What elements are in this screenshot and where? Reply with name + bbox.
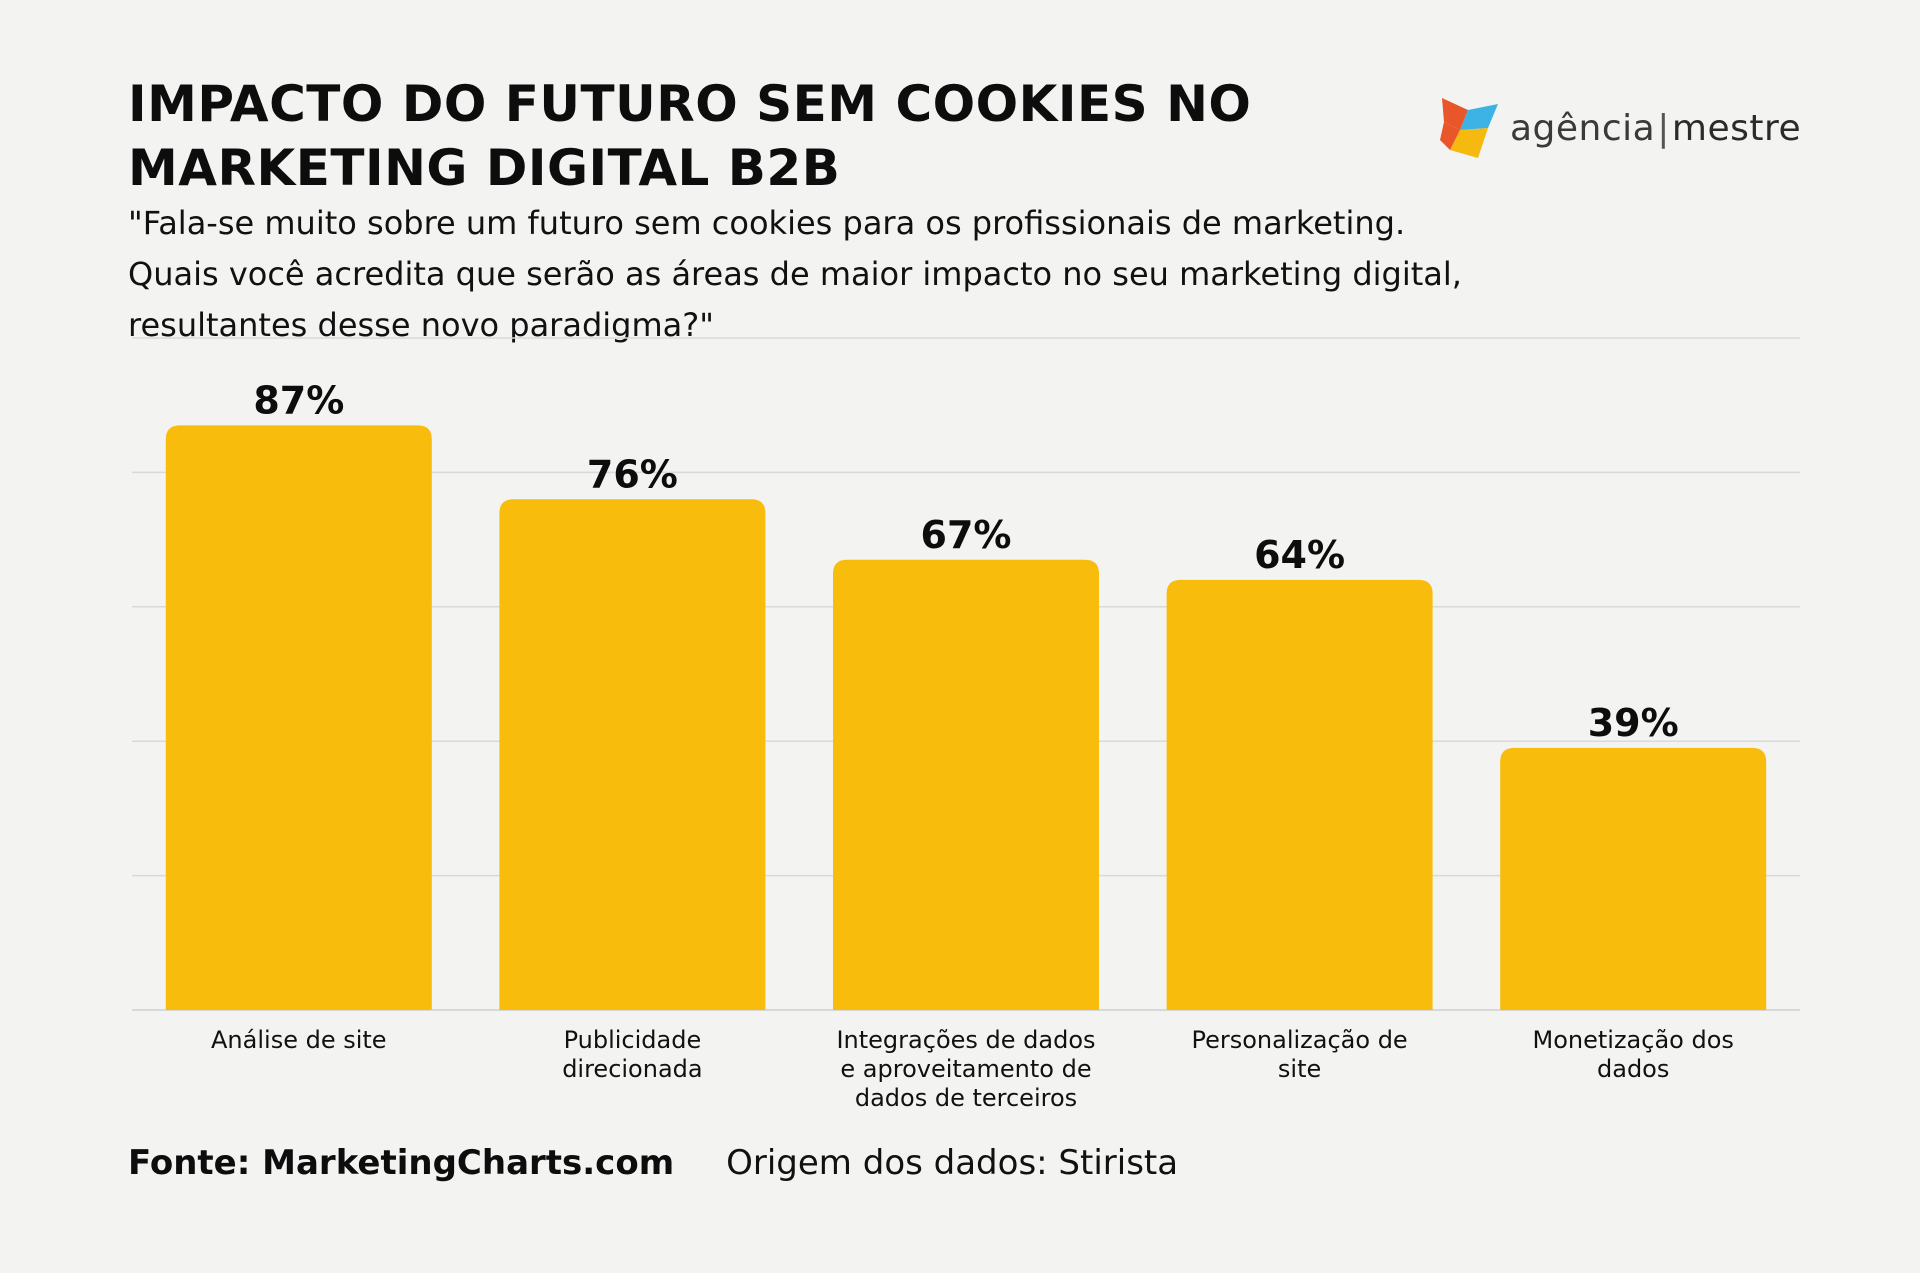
data-origin: Origem dos dados: Stirista [726,1143,1179,1183]
question-line-1: "Fala-se muito sobre um futuro sem cooki… [128,204,1406,242]
title-line-1: IMPACTO DO FUTURO SEM COOKIES NO [128,75,1252,133]
title-line-2: MARKETING DIGITAL B2B [128,139,841,197]
category-label: Integrações de dados e aproveitamento de d… [836,1026,1095,1112]
category-label: Monetização dos dados [1533,1026,1734,1083]
bar [833,559,1099,1010]
data-label: 39% [1588,701,1679,745]
category-label: Personalização de site [1191,1026,1407,1083]
brand-logo: agência|mestre [1438,92,1801,164]
logo-wordmark: agência|mestre [1510,108,1801,149]
bar [1166,579,1433,1010]
question-line-2: Quais você acredita que serão as áreas d… [128,255,1462,293]
logo-text-light: agência [1510,107,1656,149]
data-label: 64% [1254,533,1345,577]
data-label: 76% [587,452,678,496]
category-label: Publicidade direcionada [562,1026,702,1083]
data-label: 87% [253,378,344,422]
bar [1500,747,1767,1010]
agencia-mestre-logo-icon [1440,98,1498,158]
logo-text-bold: mestre [1671,107,1802,149]
bar [165,425,432,1010]
logo-separator: | [1657,107,1670,149]
source-credit: Fonte: MarketingCharts.com [128,1143,675,1183]
data-label: 67% [921,513,1012,557]
category-label: Análise de site [211,1026,387,1054]
bar [499,499,766,1010]
chart-title: IMPACTO DO FUTURO SEM COOKIES NO MARKETI… [128,72,1368,200]
footer: Fonte: MarketingCharts.com Origem dos da… [128,1143,1178,1199]
